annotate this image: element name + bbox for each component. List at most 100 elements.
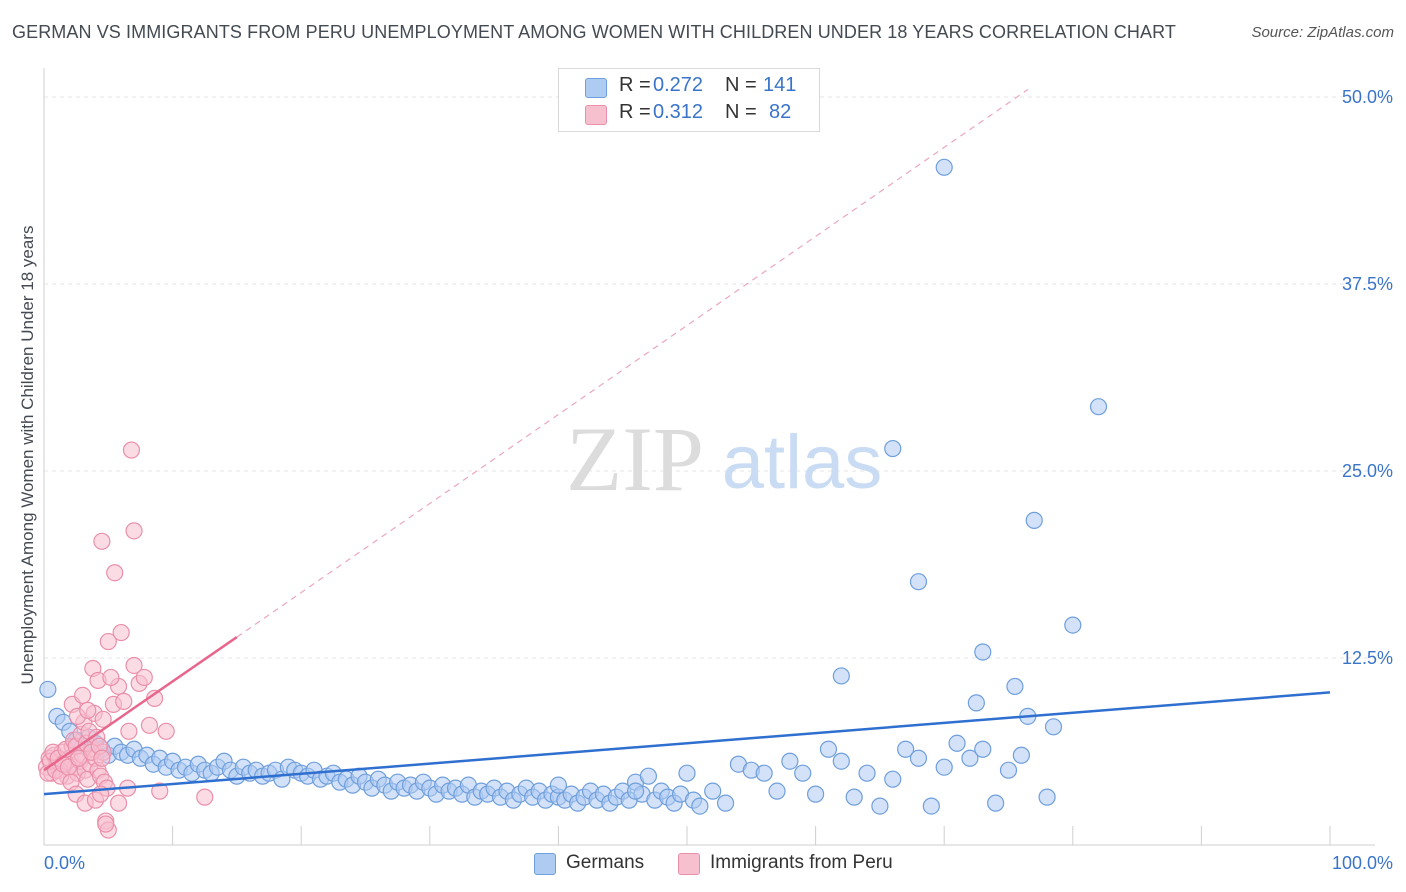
germans-point [935,158,953,176]
tick-labels: 12.5% 25.0% 37.5% 50.0% 0.0% 100.0% [44,87,1393,873]
peru-point [102,668,120,687]
germans-point [1012,746,1030,764]
peru-point [109,794,128,812]
germans-point [626,782,645,800]
germans-point [716,794,735,812]
peru-points [37,441,214,839]
germans-point [961,749,979,767]
germans-point [1044,718,1063,736]
r-value: 0.312 [653,101,704,123]
x-tick-label: 100.0% [1332,853,1393,873]
peru-point [94,710,112,728]
chart-title: GERMAN VS IMMIGRANTS FROM PERU UNEMPLOYM… [12,22,1176,42]
germans-point [806,785,825,803]
germans-point [999,761,1018,779]
germans-point [819,740,838,758]
series-legend: Germans Immigrants from Peru [0,852,1406,878]
germans-point [1089,398,1108,416]
germans-point [987,794,1005,812]
germans-point [858,764,876,782]
trend-lines [43,89,1331,796]
watermark-atlas: atlas [722,420,883,505]
peru-point [196,788,214,806]
germans-point [639,767,658,785]
germans-point [755,764,773,782]
peru-point [106,564,124,582]
germans-point [549,776,568,794]
peru-point [97,815,115,833]
peru-point [73,686,92,705]
germans-point [845,788,863,806]
germans-point [768,782,786,800]
peru-point [122,441,141,459]
grid [44,96,1375,659]
germans-point [884,770,902,788]
peru-trend-line [43,636,238,772]
germans-point [967,694,985,712]
peru-swatch [678,853,700,875]
germans-point [678,764,696,782]
y-tick-label: 12.5% [1342,648,1393,668]
germans-point [691,797,709,815]
peru-point [93,532,111,550]
germans-point [704,782,722,800]
peru-point [135,668,153,687]
germans-point [974,740,992,758]
peru-point [125,522,143,540]
germans-point [948,734,966,752]
germans-point [922,797,940,815]
y-tick-label: 25.0% [1342,461,1393,481]
germans-trend-line [43,691,1331,796]
legend-label-germans: Germans [566,852,645,873]
peru-point [120,722,138,740]
correlation-legend: R = 0.272 N = 141 R = 0.312 N = 82 [558,68,820,132]
peru-point [99,632,117,651]
axes [43,68,1375,846]
peru-point [125,656,143,675]
germans-point [832,752,850,770]
r-label: R = [619,101,651,123]
peru-point [115,692,133,710]
y-tick-label: 37.5% [1342,274,1393,294]
germans-swatch [534,853,556,875]
germans-point [909,749,928,767]
peru-point [79,701,97,719]
source-label: Source: ZipAtlas.com [1251,24,1394,41]
germans-point [1064,616,1082,634]
peru-point [151,782,169,800]
legend-label-peru: Immigrants from Peru [710,852,893,873]
peru-point [157,722,175,740]
germans-point [1038,788,1056,806]
germans-point [1025,511,1043,529]
germans-point [794,764,812,782]
peru-point [112,623,130,642]
watermark-zip: ZIP [566,408,704,510]
germans-point [781,752,799,770]
peru-trend-extension [236,89,1029,638]
n-label: N = [725,101,757,123]
germans-point [909,573,928,591]
germans-point [832,667,850,685]
legend-row-peru: R = 0.312 N = 82 [559,101,819,127]
n-value: 141 [763,74,797,96]
peru-point [93,749,111,767]
peru-swatch [585,105,607,125]
r-value: 0.272 [653,74,704,96]
n-value: 82 [769,101,792,123]
germans-point [871,797,889,815]
germans-point [897,740,915,758]
n-label: N = [725,74,757,96]
germans-point [935,758,953,776]
legend-row-germans: R = 0.272 N = 141 [559,74,819,100]
germans-point [974,643,992,661]
germans-point [1006,677,1024,696]
germans-point [884,439,902,458]
r-label: R = [619,74,651,96]
germans-point [39,680,57,699]
germans-swatch [585,78,607,98]
watermark: ZIP atlas [566,408,882,510]
x-tick-label: 0.0% [44,853,85,873]
peru-point [140,716,159,734]
y-tick-label: 50.0% [1342,87,1393,107]
